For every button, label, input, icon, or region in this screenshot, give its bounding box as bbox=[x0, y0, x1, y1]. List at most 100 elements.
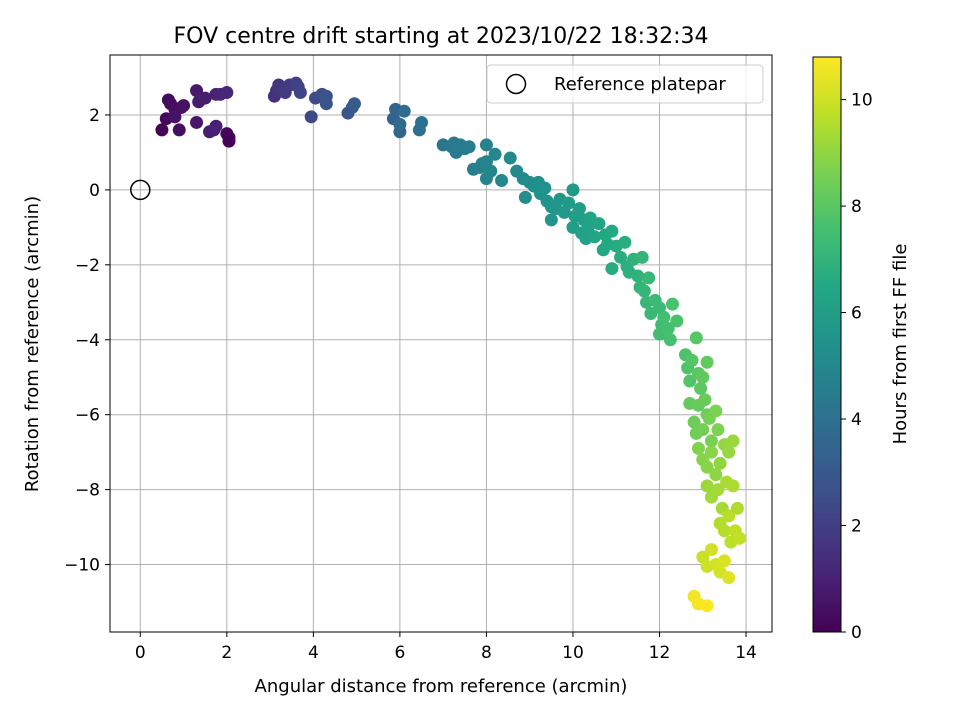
axis-ticks: 0 2 4 6 8 10 12 14 −10 −8 −6 −4 −2 0 2 bbox=[64, 106, 757, 663]
data-point bbox=[685, 353, 699, 367]
data-point bbox=[704, 445, 718, 459]
y-tick-label: −8 bbox=[75, 481, 100, 501]
data-point bbox=[544, 213, 558, 227]
data-point bbox=[722, 571, 736, 585]
colorbar-tick-label: 8 bbox=[851, 197, 862, 217]
data-point bbox=[733, 531, 747, 545]
x-tick-label: 8 bbox=[481, 643, 492, 663]
colorbar-tick-label: 10 bbox=[851, 91, 873, 111]
data-point bbox=[696, 370, 710, 384]
data-point bbox=[717, 524, 731, 538]
data-point bbox=[635, 250, 649, 264]
data-point bbox=[177, 99, 191, 113]
data-point bbox=[304, 110, 318, 124]
data-point bbox=[657, 310, 671, 324]
data-point bbox=[566, 183, 580, 197]
x-tick-label: 2 bbox=[221, 643, 232, 663]
data-point bbox=[687, 415, 701, 429]
colorbar-tick-label: 2 bbox=[851, 517, 862, 537]
data-point bbox=[709, 404, 723, 418]
y-axis-label: Rotation from reference (arcmin) bbox=[22, 196, 43, 492]
data-point bbox=[605, 262, 619, 276]
chart-title: FOV centre drift starting at 2023/10/22 … bbox=[174, 24, 709, 49]
legend-marker-icon bbox=[505, 73, 527, 95]
data-point bbox=[588, 230, 602, 244]
y-tick-label: −2 bbox=[75, 256, 100, 276]
data-point bbox=[689, 331, 703, 345]
colorbar-tick-label: 4 bbox=[851, 410, 862, 430]
data-points bbox=[155, 76, 747, 613]
data-point bbox=[172, 123, 186, 137]
y-tick-label: −6 bbox=[75, 406, 100, 426]
grid-lines bbox=[110, 55, 772, 632]
data-point bbox=[642, 271, 656, 285]
data-point bbox=[479, 138, 493, 152]
data-point bbox=[711, 483, 725, 497]
data-point bbox=[661, 322, 675, 336]
legend-box bbox=[486, 64, 764, 104]
data-point bbox=[488, 147, 502, 161]
data-point bbox=[700, 479, 714, 493]
colorbar-label: Hours from first FF file bbox=[890, 244, 911, 445]
plot-area bbox=[110, 55, 772, 632]
data-point bbox=[484, 164, 498, 178]
data-point bbox=[562, 196, 576, 210]
data-point bbox=[209, 119, 223, 133]
data-point bbox=[503, 151, 517, 165]
data-point bbox=[711, 423, 725, 437]
data-point bbox=[618, 235, 632, 249]
data-point bbox=[462, 140, 476, 154]
data-point bbox=[190, 84, 204, 98]
data-point bbox=[709, 468, 723, 482]
data-point bbox=[717, 554, 731, 568]
x-axis-label: Angular distance from reference (arcmin) bbox=[255, 676, 628, 697]
data-point bbox=[605, 224, 619, 238]
data-point bbox=[592, 217, 606, 231]
data-point bbox=[700, 355, 714, 369]
x-tick-label: 12 bbox=[649, 643, 671, 663]
reference-platepar-marker bbox=[130, 179, 151, 201]
y-tick-label: −4 bbox=[75, 331, 100, 351]
data-point bbox=[691, 441, 705, 455]
data-point bbox=[700, 460, 714, 474]
colorbar: 0 2 4 6 8 10 Hours from first FF file bbox=[812, 56, 911, 643]
colorbar-tick-label: 0 bbox=[851, 623, 862, 643]
data-point bbox=[495, 174, 509, 188]
colorbar-ticks: 0 2 4 6 8 10 bbox=[841, 91, 873, 643]
x-tick-label: 10 bbox=[562, 643, 584, 663]
data-point bbox=[698, 393, 712, 407]
data-point bbox=[683, 374, 697, 388]
data-point bbox=[726, 479, 740, 493]
data-point bbox=[665, 297, 679, 311]
data-point bbox=[538, 181, 552, 195]
data-point bbox=[393, 117, 407, 131]
data-point bbox=[631, 269, 645, 283]
colorbar-tick-label: 6 bbox=[851, 304, 862, 324]
data-point bbox=[722, 509, 736, 523]
legend: Reference platepar bbox=[486, 64, 764, 104]
plot-frame bbox=[109, 54, 773, 633]
data-point bbox=[722, 445, 736, 459]
y-tick-label: 0 bbox=[89, 181, 100, 201]
data-point bbox=[637, 284, 651, 298]
data-point bbox=[670, 314, 684, 328]
data-point bbox=[222, 134, 236, 148]
data-point bbox=[730, 501, 744, 515]
data-point bbox=[700, 599, 714, 613]
data-point bbox=[397, 104, 411, 118]
data-point bbox=[704, 543, 718, 557]
data-point bbox=[572, 202, 586, 216]
data-point bbox=[713, 456, 727, 470]
data-point bbox=[190, 115, 204, 129]
legend-label: Reference platepar bbox=[554, 74, 726, 95]
y-tick-label: 2 bbox=[89, 106, 100, 126]
data-point bbox=[614, 250, 628, 264]
data-point bbox=[518, 190, 532, 204]
data-point bbox=[347, 97, 361, 111]
y-tick-label: −10 bbox=[64, 556, 100, 576]
x-tick-label: 0 bbox=[135, 643, 146, 663]
data-point bbox=[663, 333, 677, 347]
data-point bbox=[704, 434, 718, 448]
data-point bbox=[293, 85, 307, 99]
